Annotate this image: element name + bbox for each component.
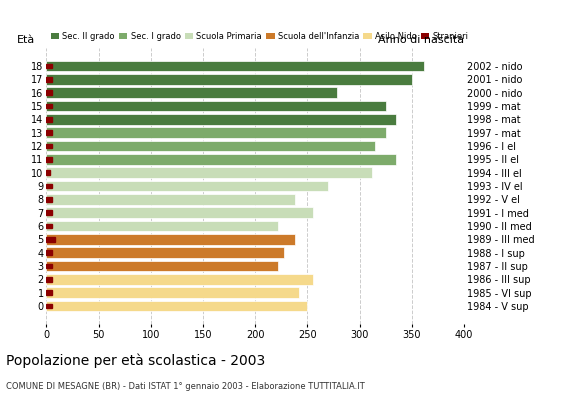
- Bar: [46, 264, 52, 268]
- Bar: [46, 180, 328, 192]
- Bar: [46, 60, 425, 72]
- Bar: [46, 184, 52, 188]
- Text: Popolazione per età scolastica - 2003: Popolazione per età scolastica - 2003: [6, 354, 265, 368]
- Bar: [46, 234, 295, 245]
- Legend: Sec. II grado, Sec. I grado, Scuola Primaria, Scuola dell'Infanzia, Asilo Nido, : Sec. II grado, Sec. I grado, Scuola Prim…: [50, 32, 469, 41]
- Bar: [46, 74, 412, 85]
- Bar: [46, 130, 52, 135]
- Bar: [46, 100, 386, 112]
- Bar: [46, 157, 52, 162]
- Bar: [46, 237, 55, 242]
- Bar: [46, 220, 278, 232]
- Bar: [46, 300, 307, 312]
- Bar: [46, 170, 49, 175]
- Bar: [46, 90, 52, 95]
- Bar: [46, 194, 295, 205]
- Bar: [46, 224, 52, 228]
- Bar: [46, 87, 336, 98]
- Bar: [46, 114, 396, 125]
- Bar: [46, 64, 52, 68]
- Text: COMUNE DI MESAGNE (BR) - Dati ISTAT 1° gennaio 2003 - Elaborazione TUTTITALIA.IT: COMUNE DI MESAGNE (BR) - Dati ISTAT 1° g…: [6, 382, 365, 391]
- Bar: [46, 207, 313, 218]
- Bar: [46, 117, 52, 122]
- Bar: [46, 274, 313, 285]
- Bar: [46, 167, 372, 178]
- Bar: [46, 290, 52, 295]
- Bar: [46, 154, 396, 165]
- Bar: [46, 247, 284, 258]
- Bar: [46, 77, 52, 82]
- Text: Età: Età: [17, 35, 35, 45]
- Bar: [46, 104, 52, 108]
- Bar: [46, 144, 52, 148]
- Bar: [46, 304, 52, 308]
- Bar: [46, 260, 278, 272]
- Bar: [46, 140, 375, 152]
- Text: Anno di nascita: Anno di nascita: [378, 35, 464, 45]
- Bar: [46, 250, 52, 255]
- Bar: [46, 287, 299, 298]
- Bar: [46, 210, 52, 215]
- Bar: [46, 197, 52, 202]
- Bar: [46, 127, 386, 138]
- Bar: [46, 277, 52, 282]
